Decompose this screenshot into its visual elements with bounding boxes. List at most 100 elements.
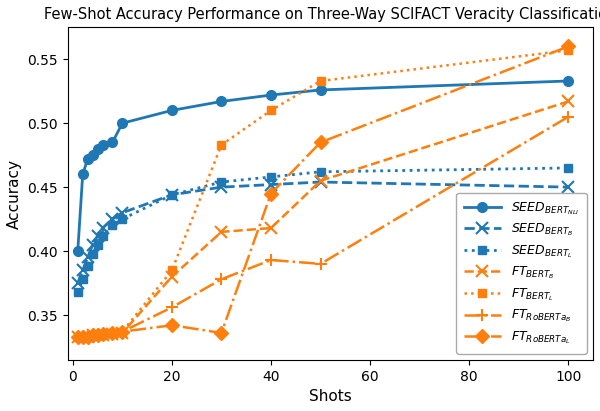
FT$_{RoBERTa_L}$ [79,334,86,339]
FT$_{RoBERTa_B}$ [74,334,82,339]
FT$_{BERT_B}$ [168,274,175,279]
FT$_{RoBERTa_L}$ [317,140,324,145]
Line: FT$_{BERT_L}$: FT$_{BERT_L}$ [74,46,572,341]
FT$_{RoBERTa_B}$ [218,277,225,282]
FT$_{BERT_B}$ [268,226,275,231]
X-axis label: Shots: Shots [309,389,352,404]
SEED$_{BERT_L}$ [99,233,106,238]
SEED$_{BERT_L}$ [79,277,86,282]
FT$_{BERT_L}$ [109,330,116,335]
SEED$_{BERT_B}$ [99,226,106,231]
FT$_{BERT_L}$ [74,334,82,339]
FT$_{RoBERTa_L}$ [74,334,82,339]
SEED$_{BERT_{NLI}}$ [109,140,116,145]
SEED$_{BERT_B}$ [168,192,175,197]
Title: Few-Shot Accuracy Performance on Three-Way SCIFACT Veracity Classification: Few-Shot Accuracy Performance on Three-W… [44,7,600,22]
FT$_{RoBERTa_B}$ [94,333,101,338]
FT$_{RoBERTa_B}$ [99,332,106,337]
FT$_{BERT_B}$ [317,178,324,183]
SEED$_{BERT_L}$ [268,174,275,179]
SEED$_{BERT_L}$ [218,180,225,185]
SEED$_{BERT_B}$ [119,210,126,215]
SEED$_{BERT_{NLI}}$ [168,108,175,113]
FT$_{BERT_L}$ [317,79,324,83]
FT$_{RoBERTa_L}$ [89,333,96,338]
FT$_{RoBERTa_B}$ [79,334,86,339]
SEED$_{BERT_B}$ [89,242,96,247]
SEED$_{BERT_L}$ [84,264,91,269]
FT$_{BERT_B}$ [94,333,101,338]
FT$_{RoBERTa_B}$ [89,333,96,338]
SEED$_{BERT_{NLI}}$ [317,88,324,92]
FT$_{BERT_L}$ [84,334,91,339]
FT$_{BERT_L}$ [119,329,126,334]
FT$_{RoBERTa_L}$ [109,330,116,335]
SEED$_{BERT_B}$ [317,180,324,185]
SEED$_{BERT_{NLI}}$ [79,172,86,177]
SEED$_{BERT_{NLI}}$ [94,146,101,151]
FT$_{BERT_B}$ [89,333,96,338]
Line: FT$_{RoBERTa_B}$: FT$_{RoBERTa_B}$ [71,111,575,343]
FT$_{RoBERTa_L}$ [84,334,91,339]
SEED$_{BERT_L}$ [74,289,82,294]
FT$_{BERT_B}$ [109,332,116,337]
SEED$_{BERT_B}$ [74,281,82,286]
FT$_{RoBERTa_L}$ [94,333,101,338]
FT$_{RoBERTa_B}$ [84,334,91,339]
FT$_{RoBERTa_B}$ [109,330,116,335]
FT$_{BERT_L}$ [89,333,96,338]
Line: SEED$_{BERT_{NLI}}$: SEED$_{BERT_{NLI}}$ [73,76,573,256]
FT$_{RoBERTa_L}$ [268,191,275,196]
SEED$_{BERT_L}$ [94,242,101,247]
SEED$_{BERT_{NLI}}$ [99,143,106,148]
SEED$_{BERT_B}$ [94,233,101,238]
Legend: SEED$_{BERT_{NLI}}$, SEED$_{BERT_B}$, SEED$_{BERT_L}$, FT$_{BERT_B}$, FT$_{BERT_: SEED$_{BERT_{NLI}}$, SEED$_{BERT_B}$, SE… [456,192,587,353]
FT$_{BERT_L}$ [79,334,86,339]
SEED$_{BERT_L}$ [317,169,324,174]
FT$_{BERT_L}$ [268,108,275,113]
FT$_{BERT_B}$ [84,334,91,339]
FT$_{BERT_B}$ [218,229,225,234]
FT$_{BERT_B}$ [99,333,106,338]
FT$_{BERT_L}$ [168,268,175,273]
SEED$_{BERT_B}$ [565,185,572,189]
SEED$_{BERT_B}$ [268,182,275,187]
Line: SEED$_{BERT_L}$: SEED$_{BERT_L}$ [74,164,572,296]
FT$_{RoBERTa_L}$ [565,44,572,49]
FT$_{RoBERTa_B}$ [168,305,175,310]
SEED$_{BERT_{NLI}}$ [268,92,275,97]
Y-axis label: Accuracy: Accuracy [7,159,22,229]
Line: FT$_{BERT_B}$: FT$_{BERT_B}$ [72,96,574,342]
Line: SEED$_{BERT_B}$: SEED$_{BERT_B}$ [72,176,574,289]
FT$_{RoBERTa_L}$ [119,329,126,334]
SEED$_{BERT_{NLI}}$ [565,79,572,83]
SEED$_{BERT_{NLI}}$ [84,157,91,162]
SEED$_{BERT_L}$ [565,166,572,171]
FT$_{RoBERTa_L}$ [99,332,106,337]
SEED$_{BERT_B}$ [79,268,86,273]
FT$_{RoBERTa_B}$ [317,261,324,266]
SEED$_{BERT_{NLI}}$ [218,99,225,104]
SEED$_{BERT_{NLI}}$ [119,121,126,126]
FT$_{BERT_B}$ [565,99,572,104]
FT$_{RoBERTa_L}$ [168,323,175,328]
FT$_{BERT_L}$ [94,333,101,338]
SEED$_{BERT_L}$ [119,217,126,222]
FT$_{RoBERTa_B}$ [119,329,126,334]
SEED$_{BERT_{NLI}}$ [89,153,96,158]
SEED$_{BERT_L}$ [168,192,175,197]
FT$_{RoBERTa_L}$ [218,330,225,335]
SEED$_{BERT_L}$ [109,223,116,228]
Line: FT$_{RoBERTa_L}$: FT$_{RoBERTa_L}$ [73,42,573,342]
SEED$_{BERT_B}$ [109,217,116,222]
SEED$_{BERT_B}$ [218,185,225,189]
FT$_{BERT_L}$ [218,143,225,148]
FT$_{BERT_L}$ [565,48,572,53]
FT$_{BERT_L}$ [99,332,106,337]
FT$_{RoBERTa_B}$ [565,114,572,119]
SEED$_{BERT_{NLI}}$ [74,249,82,254]
FT$_{RoBERTa_B}$ [268,258,275,263]
SEED$_{BERT_B}$ [84,255,91,260]
FT$_{BERT_B}$ [79,334,86,339]
SEED$_{BERT_L}$ [89,251,96,256]
